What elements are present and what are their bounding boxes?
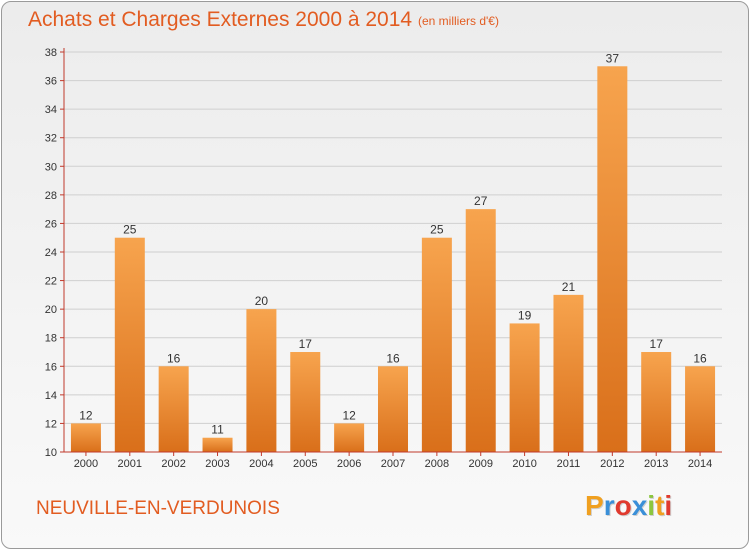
commune-name: NEUVILLE-EN-VERDUNOIS: [36, 498, 280, 519]
bar-2007: [378, 366, 408, 452]
x-tick-label: 2012: [600, 458, 624, 470]
y-tick-label: 14: [45, 390, 57, 402]
data-label-2007: 16: [386, 351, 400, 365]
y-tick-label: 38: [45, 47, 57, 59]
data-label-2005: 17: [299, 337, 313, 351]
logo-letter: t: [655, 490, 665, 521]
data-label-2003: 11: [211, 423, 224, 437]
x-tick-label: 2009: [468, 458, 492, 470]
y-tick-label: 36: [45, 76, 57, 88]
logo-letter: P: [585, 490, 604, 521]
x-tick-label: 2005: [293, 458, 317, 470]
axes: [60, 48, 722, 456]
bar-2008: [421, 237, 452, 452]
data-label-2006: 12: [342, 408, 356, 422]
data-label-2002: 16: [167, 351, 181, 365]
x-tick-label: 2013: [644, 458, 668, 470]
data-label-2011: 21: [562, 280, 576, 294]
chart-subtitle: (en milliers d'€): [418, 14, 499, 28]
y-tick-label: 20: [45, 304, 57, 316]
x-tick-label: 2014: [688, 458, 712, 470]
y-tick-label: 18: [45, 333, 57, 345]
x-tick-label: 2003: [205, 458, 229, 470]
x-tick-label: 2010: [512, 458, 536, 470]
x-tick-label: 2007: [381, 458, 405, 470]
x-tick-label: 2008: [425, 458, 449, 470]
bar-2005: [290, 352, 321, 452]
y-tick-label: 22: [45, 276, 57, 288]
bar-2003: [202, 437, 233, 452]
bar-2012: [597, 66, 628, 453]
y-tick-label: 10: [45, 447, 57, 459]
chart-title: Achats et Charges Externes 2000 à 2014: [28, 8, 413, 31]
bars: [70, 66, 716, 453]
bar-2013: [641, 352, 672, 452]
labels: 10 12 14 16 18 20 22 24 26 28 30 32 34 36 38 12 2000 25 20…: [45, 47, 713, 470]
x-tick-label: 2001: [118, 458, 142, 470]
data-label-2014: 16: [693, 351, 707, 365]
y-tick-label: 12: [45, 418, 57, 430]
data-label-2000: 12: [79, 408, 93, 422]
x-tick-label: 2000: [74, 458, 98, 470]
y-tick-label: 24: [45, 247, 57, 259]
bar-2009: [465, 209, 496, 452]
bar-2014: [685, 366, 716, 452]
y-tick-label: 34: [45, 104, 57, 116]
logo-letter: r: [603, 490, 615, 521]
y-tick-label: 26: [45, 218, 57, 230]
data-label-2010: 19: [518, 308, 532, 322]
x-tick-label: 2011: [557, 458, 581, 470]
x-tick-label: 2004: [249, 458, 273, 470]
data-label-2004: 20: [255, 294, 269, 308]
data-label-2012: 37: [606, 51, 620, 65]
proxiti-logo[interactable]: Proxiti: [585, 490, 672, 522]
y-tick-label: 28: [45, 190, 57, 202]
y-tick-label: 30: [45, 161, 57, 173]
logo-letter: x: [631, 490, 648, 521]
bar-2004: [246, 309, 277, 452]
data-label-2008: 25: [430, 223, 444, 237]
bar-2010: [509, 323, 540, 452]
bar-2002: [158, 366, 189, 452]
y-tick-label: 32: [45, 133, 57, 145]
data-label-2009: 27: [474, 194, 488, 208]
y-tick-label: 16: [45, 361, 57, 373]
x-tick-label: 2002: [161, 458, 185, 470]
data-label-2001: 25: [123, 223, 137, 237]
bar-2006: [334, 423, 365, 452]
logo-letter: o: [614, 490, 632, 521]
bar-2000: [70, 423, 101, 452]
x-tick-label: 2006: [337, 458, 361, 470]
logo-letter: i: [664, 490, 673, 521]
bar-2001: [114, 237, 145, 452]
logo-letter: i: [647, 490, 656, 521]
bar-2011: [553, 294, 584, 452]
data-label-2013: 17: [650, 337, 664, 351]
